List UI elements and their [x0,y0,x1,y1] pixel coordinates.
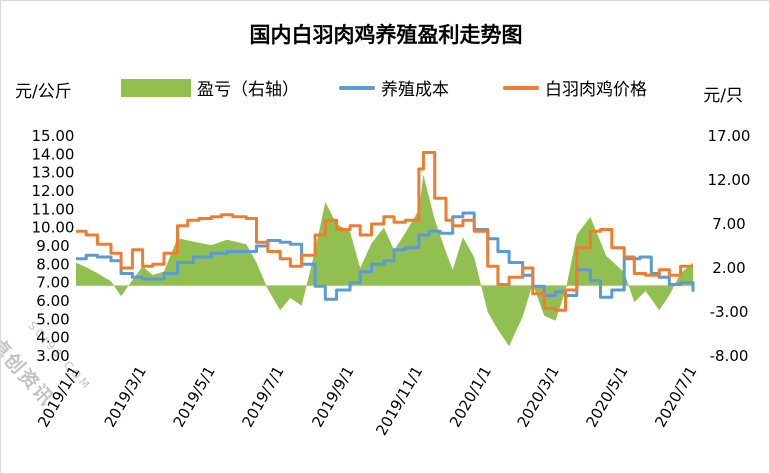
left-tick-label: 12.00 [32,182,75,200]
left-tick-label: 11.00 [32,200,75,218]
left-tick-label: 8.00 [36,255,69,273]
legend-item-price: 白羽肉鸡价格 [503,75,647,100]
legend-item-cost: 养殖成本 [339,75,449,100]
left-tick-label: 4.00 [36,329,69,347]
x-tick-label: 2020/5/1 [582,363,631,430]
x-tick-label: 2019/3/1 [101,363,150,430]
legend-swatch-cost [339,85,375,90]
x-tick-label: 2019/5/1 [170,363,219,430]
left-tick-label: 14.00 [32,145,75,163]
right-tick-label: 12.00 [708,171,751,189]
left-tick-label: 13.00 [32,164,75,182]
right-tick-label: 7.00 [712,215,745,233]
left-axis-unit: 元/公斤 [15,82,72,102]
right-tick-label: 2.00 [712,259,745,277]
x-tick-label: 2020/3/1 [514,363,563,430]
legend-label-price: 白羽肉鸡价格 [545,80,647,100]
x-tick-label: 2019/7/1 [238,363,287,430]
x-tick-label: 2019/1/1 [34,363,83,430]
legend-label-profit: 盈亏（右轴） [197,80,299,100]
legend-label-cost: 养殖成本 [381,80,449,100]
series-cost-line [76,211,695,301]
x-tick-label: 2020/1/1 [446,363,495,430]
right-tick-label: 17.00 [708,127,751,145]
legend-swatch-price [503,85,539,90]
left-tick-label: 10.00 [32,219,75,237]
legend-item-profit: 盈亏（右轴） [121,75,299,100]
left-tick-label: 5.00 [36,310,69,328]
left-tick-label: 15.00 [32,127,75,145]
right-axis-unit: 元/只 [703,86,743,106]
x-tick-label: 2019/11/1 [372,363,426,439]
left-tick-label: 3.00 [36,347,69,365]
series-price-line [76,151,693,312]
left-tick-label: 6.00 [36,292,69,310]
chart-title: 国内白羽肉鸡养殖盈利走势图 [249,22,523,47]
right-tick-label: -3.00 [710,303,749,321]
x-tick-label: 2020/7/1 [651,363,700,430]
legend-swatch-profit [121,78,191,97]
left-tick-label: 9.00 [36,237,69,255]
x-tick-label: 2019/9/1 [308,363,357,430]
right-tick-label: -8.00 [710,347,749,365]
left-tick-label: 7.00 [36,274,69,292]
